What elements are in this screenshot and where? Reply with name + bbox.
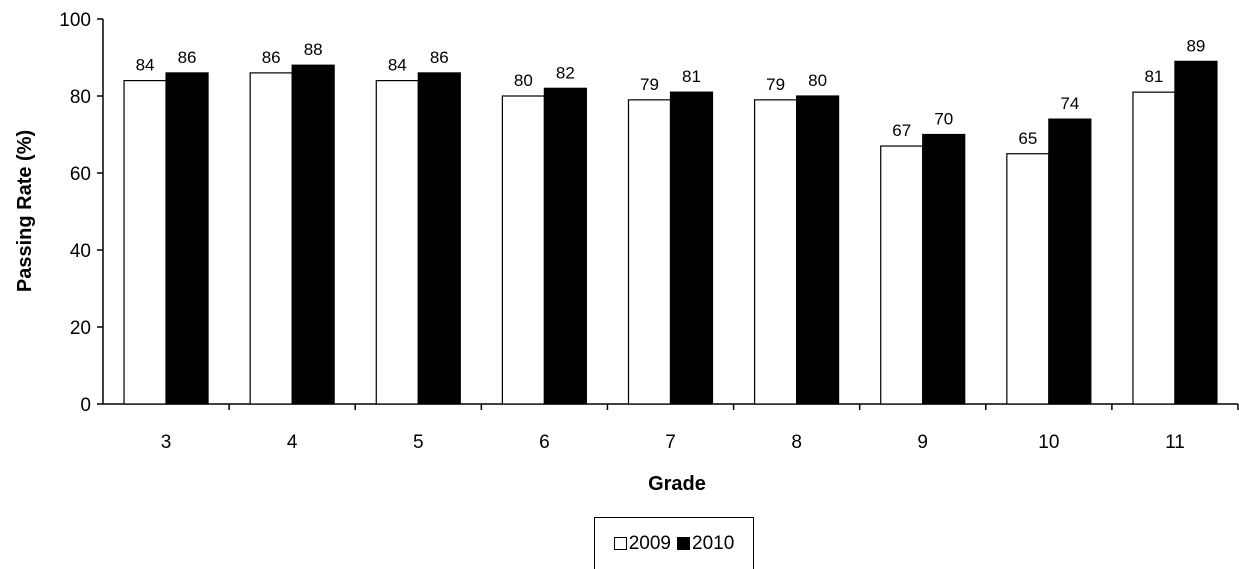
y-tick-label: 80 (70, 87, 91, 108)
x-tick-label: 10 (1038, 432, 1059, 453)
bar-2009 (123, 79, 167, 405)
y-axis-title: Passing Rate (%) (14, 130, 36, 292)
bar-2009 (754, 99, 798, 405)
data-label-2010: 86 (178, 48, 197, 67)
data-label-2010: 88 (304, 40, 323, 59)
bar-2010 (291, 64, 335, 405)
plot-area: 0 20 40 60 80 100 3 84 86 4 86 88 5 84 86 6 80 82 7 79 81 8 79… (59, 10, 1239, 453)
x-tick-label: 11 (1165, 432, 1185, 453)
bar-2010 (922, 133, 966, 405)
bar-2009 (375, 79, 419, 405)
bar-2010 (1174, 60, 1218, 405)
data-label-2009: 86 (262, 48, 281, 67)
y-tick-label: 40 (70, 241, 91, 262)
bar-2009 (1132, 91, 1176, 405)
data-label-2009: 65 (1018, 129, 1037, 148)
data-label-2010: 80 (808, 71, 827, 90)
data-label-2009: 67 (892, 121, 911, 140)
data-label-2009: 79 (766, 75, 785, 94)
x-tick-label: 3 (161, 432, 172, 453)
x-tick-label: 7 (665, 432, 676, 453)
x-tick-label: 6 (539, 432, 550, 453)
legend-label-2009: 2009 (628, 532, 671, 554)
bar-2010 (669, 91, 714, 405)
x-tick-label: 4 (287, 432, 298, 453)
data-label-2009: 81 (1144, 67, 1163, 86)
legend: 2009 2010 (594, 517, 754, 569)
legend-swatch-2010 (677, 537, 690, 550)
x-tick-label: 5 (413, 432, 424, 453)
bar-2009 (1006, 153, 1050, 405)
x-axis-title: Grade (648, 473, 706, 495)
legend-item-2010: 2010 (677, 533, 734, 555)
legend-item-2009: 2009 (613, 532, 671, 555)
y-tick-label: 60 (70, 164, 91, 185)
bar-2010 (417, 72, 461, 405)
data-label-2009: 80 (514, 71, 533, 90)
legend-swatch-2009 (613, 537, 627, 550)
data-label-2009: 84 (136, 56, 155, 75)
y-tick-label: 20 (70, 318, 91, 339)
data-label-2009: 79 (640, 75, 659, 94)
data-label-2009: 84 (388, 56, 407, 75)
bar-2010 (796, 95, 840, 405)
bar-2010 (1048, 118, 1092, 405)
x-tick-label: 9 (917, 432, 928, 453)
legend-label-2010: 2010 (692, 532, 735, 554)
y-tick-label: 100 (59, 10, 91, 31)
data-label-2010: 82 (556, 63, 575, 82)
bar-2009 (627, 99, 672, 405)
x-tick-label: 8 (791, 432, 802, 453)
bar-2010 (165, 72, 209, 405)
bar-2010 (543, 87, 587, 405)
data-label-2010: 74 (1060, 94, 1079, 113)
bar-2009 (880, 145, 924, 405)
y-tick-label: 0 (80, 395, 91, 416)
data-label-2010: 86 (430, 48, 449, 67)
bar-2009 (501, 95, 545, 405)
data-label-2010: 81 (682, 67, 701, 86)
data-label-2010: 89 (1186, 36, 1205, 55)
bar-2009 (249, 72, 293, 405)
data-label-2010: 70 (934, 110, 953, 129)
